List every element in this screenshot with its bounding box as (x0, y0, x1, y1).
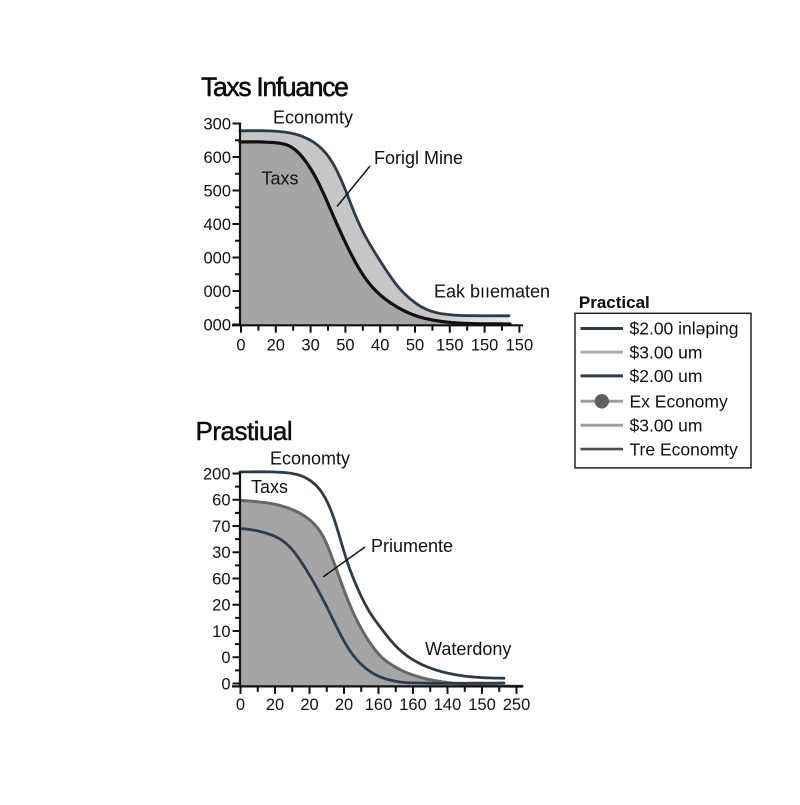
svg-text:60: 60 (212, 570, 230, 588)
svg-text:20: 20 (267, 337, 285, 355)
svg-text:Tre Economty: Tre Economty (630, 439, 739, 459)
svg-text:30: 30 (301, 337, 319, 355)
svg-text:150: 150 (436, 337, 464, 355)
svg-text:Eak bııematen: Eak bııematen (434, 282, 550, 302)
svg-text:250: 250 (503, 696, 531, 714)
svg-text:Economty: Economty (270, 449, 350, 469)
svg-text:20: 20 (212, 597, 230, 615)
svg-text:$3.00 um: $3.00 um (630, 416, 703, 436)
svg-text:0: 0 (236, 696, 245, 714)
svg-text:$2.00 um: $2.00 um (630, 366, 703, 386)
svg-text:160: 160 (365, 696, 393, 714)
svg-text:Forigl Mine: Forigl Mine (374, 148, 463, 168)
svg-text:10: 10 (212, 623, 230, 641)
svg-text:600: 600 (203, 149, 231, 167)
svg-text:Practical: Practical (579, 293, 650, 312)
svg-text:$3.00 um: $3.00 um (630, 342, 703, 362)
svg-text:150: 150 (506, 337, 534, 355)
svg-text:Taxs: Taxs (251, 477, 288, 497)
svg-text:50: 50 (336, 337, 354, 355)
svg-text:000: 000 (203, 283, 231, 301)
svg-text:20: 20 (266, 696, 284, 714)
svg-text:0: 0 (221, 675, 230, 693)
svg-text:60: 60 (212, 492, 230, 510)
svg-text:Waterdony: Waterdony (425, 639, 511, 659)
svg-text:$2.00 inləping: $2.00 inləping (630, 319, 739, 339)
svg-text:50: 50 (406, 337, 424, 355)
svg-text:500: 500 (203, 182, 231, 200)
svg-text:40: 40 (371, 337, 389, 355)
svg-text:0: 0 (221, 649, 230, 667)
svg-text:160: 160 (399, 696, 427, 714)
svg-text:000: 000 (203, 316, 231, 334)
svg-text:300: 300 (203, 115, 231, 133)
svg-text:Prastiual: Prastiual (196, 416, 293, 446)
svg-text:0: 0 (236, 337, 245, 355)
svg-text:Priumente: Priumente (371, 536, 453, 556)
svg-text:Economty: Economty (273, 108, 353, 128)
svg-text:150: 150 (468, 696, 496, 714)
svg-text:150: 150 (471, 337, 499, 355)
svg-text:20: 20 (335, 696, 353, 714)
svg-text:Taxs: Taxs (262, 169, 299, 189)
svg-text:400: 400 (203, 216, 231, 234)
svg-text:30: 30 (212, 544, 230, 562)
svg-text:Taxs Infuance: Taxs Infuance (201, 72, 348, 102)
svg-text:140: 140 (434, 696, 462, 714)
svg-text:000: 000 (203, 249, 231, 267)
svg-text:20: 20 (300, 696, 318, 714)
svg-text:Ex Economy: Ex Economy (630, 392, 728, 412)
svg-text:70: 70 (212, 518, 230, 536)
svg-text:200: 200 (203, 465, 231, 483)
